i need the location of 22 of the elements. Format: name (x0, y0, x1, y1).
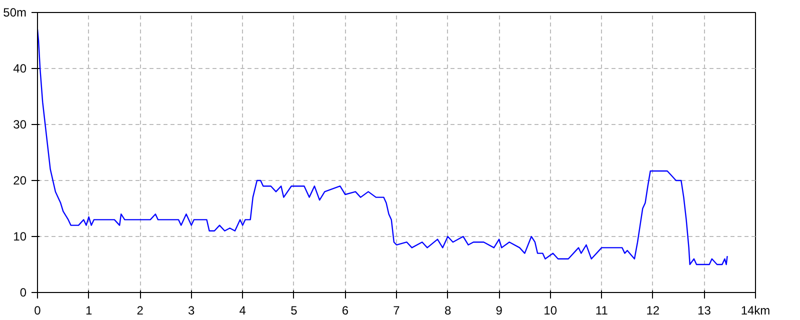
x-tick-label: 10 (544, 304, 558, 318)
x-tick-label: 6 (342, 304, 349, 318)
y-tick-label: 0 (20, 286, 27, 300)
x-tick-label: 7 (393, 304, 400, 318)
y-tick-label: 30 (13, 118, 27, 132)
y-tick-label: 50m (3, 6, 27, 20)
x-tick-label: 14km (740, 304, 770, 318)
x-tick-label: 11 (595, 304, 608, 318)
y-tick-label: 20 (13, 174, 27, 188)
x-tick-label: 13 (698, 304, 712, 318)
x-tick-label: 0 (34, 304, 42, 318)
y-tick-label: 10 (13, 230, 27, 244)
x-tick-label: 3 (188, 304, 196, 318)
x-tick-label: 4 (239, 304, 246, 318)
x-tick-label: 8 (444, 304, 452, 318)
x-tick-label: 9 (496, 304, 503, 318)
x-tick-label: 5 (290, 304, 298, 318)
line-series (38, 28, 728, 266)
y-tick-label: 40 (13, 62, 27, 76)
x-tick-label: 2 (136, 304, 144, 318)
x-tick-label: 12 (646, 304, 660, 318)
x-tick-label: 1 (85, 304, 92, 318)
